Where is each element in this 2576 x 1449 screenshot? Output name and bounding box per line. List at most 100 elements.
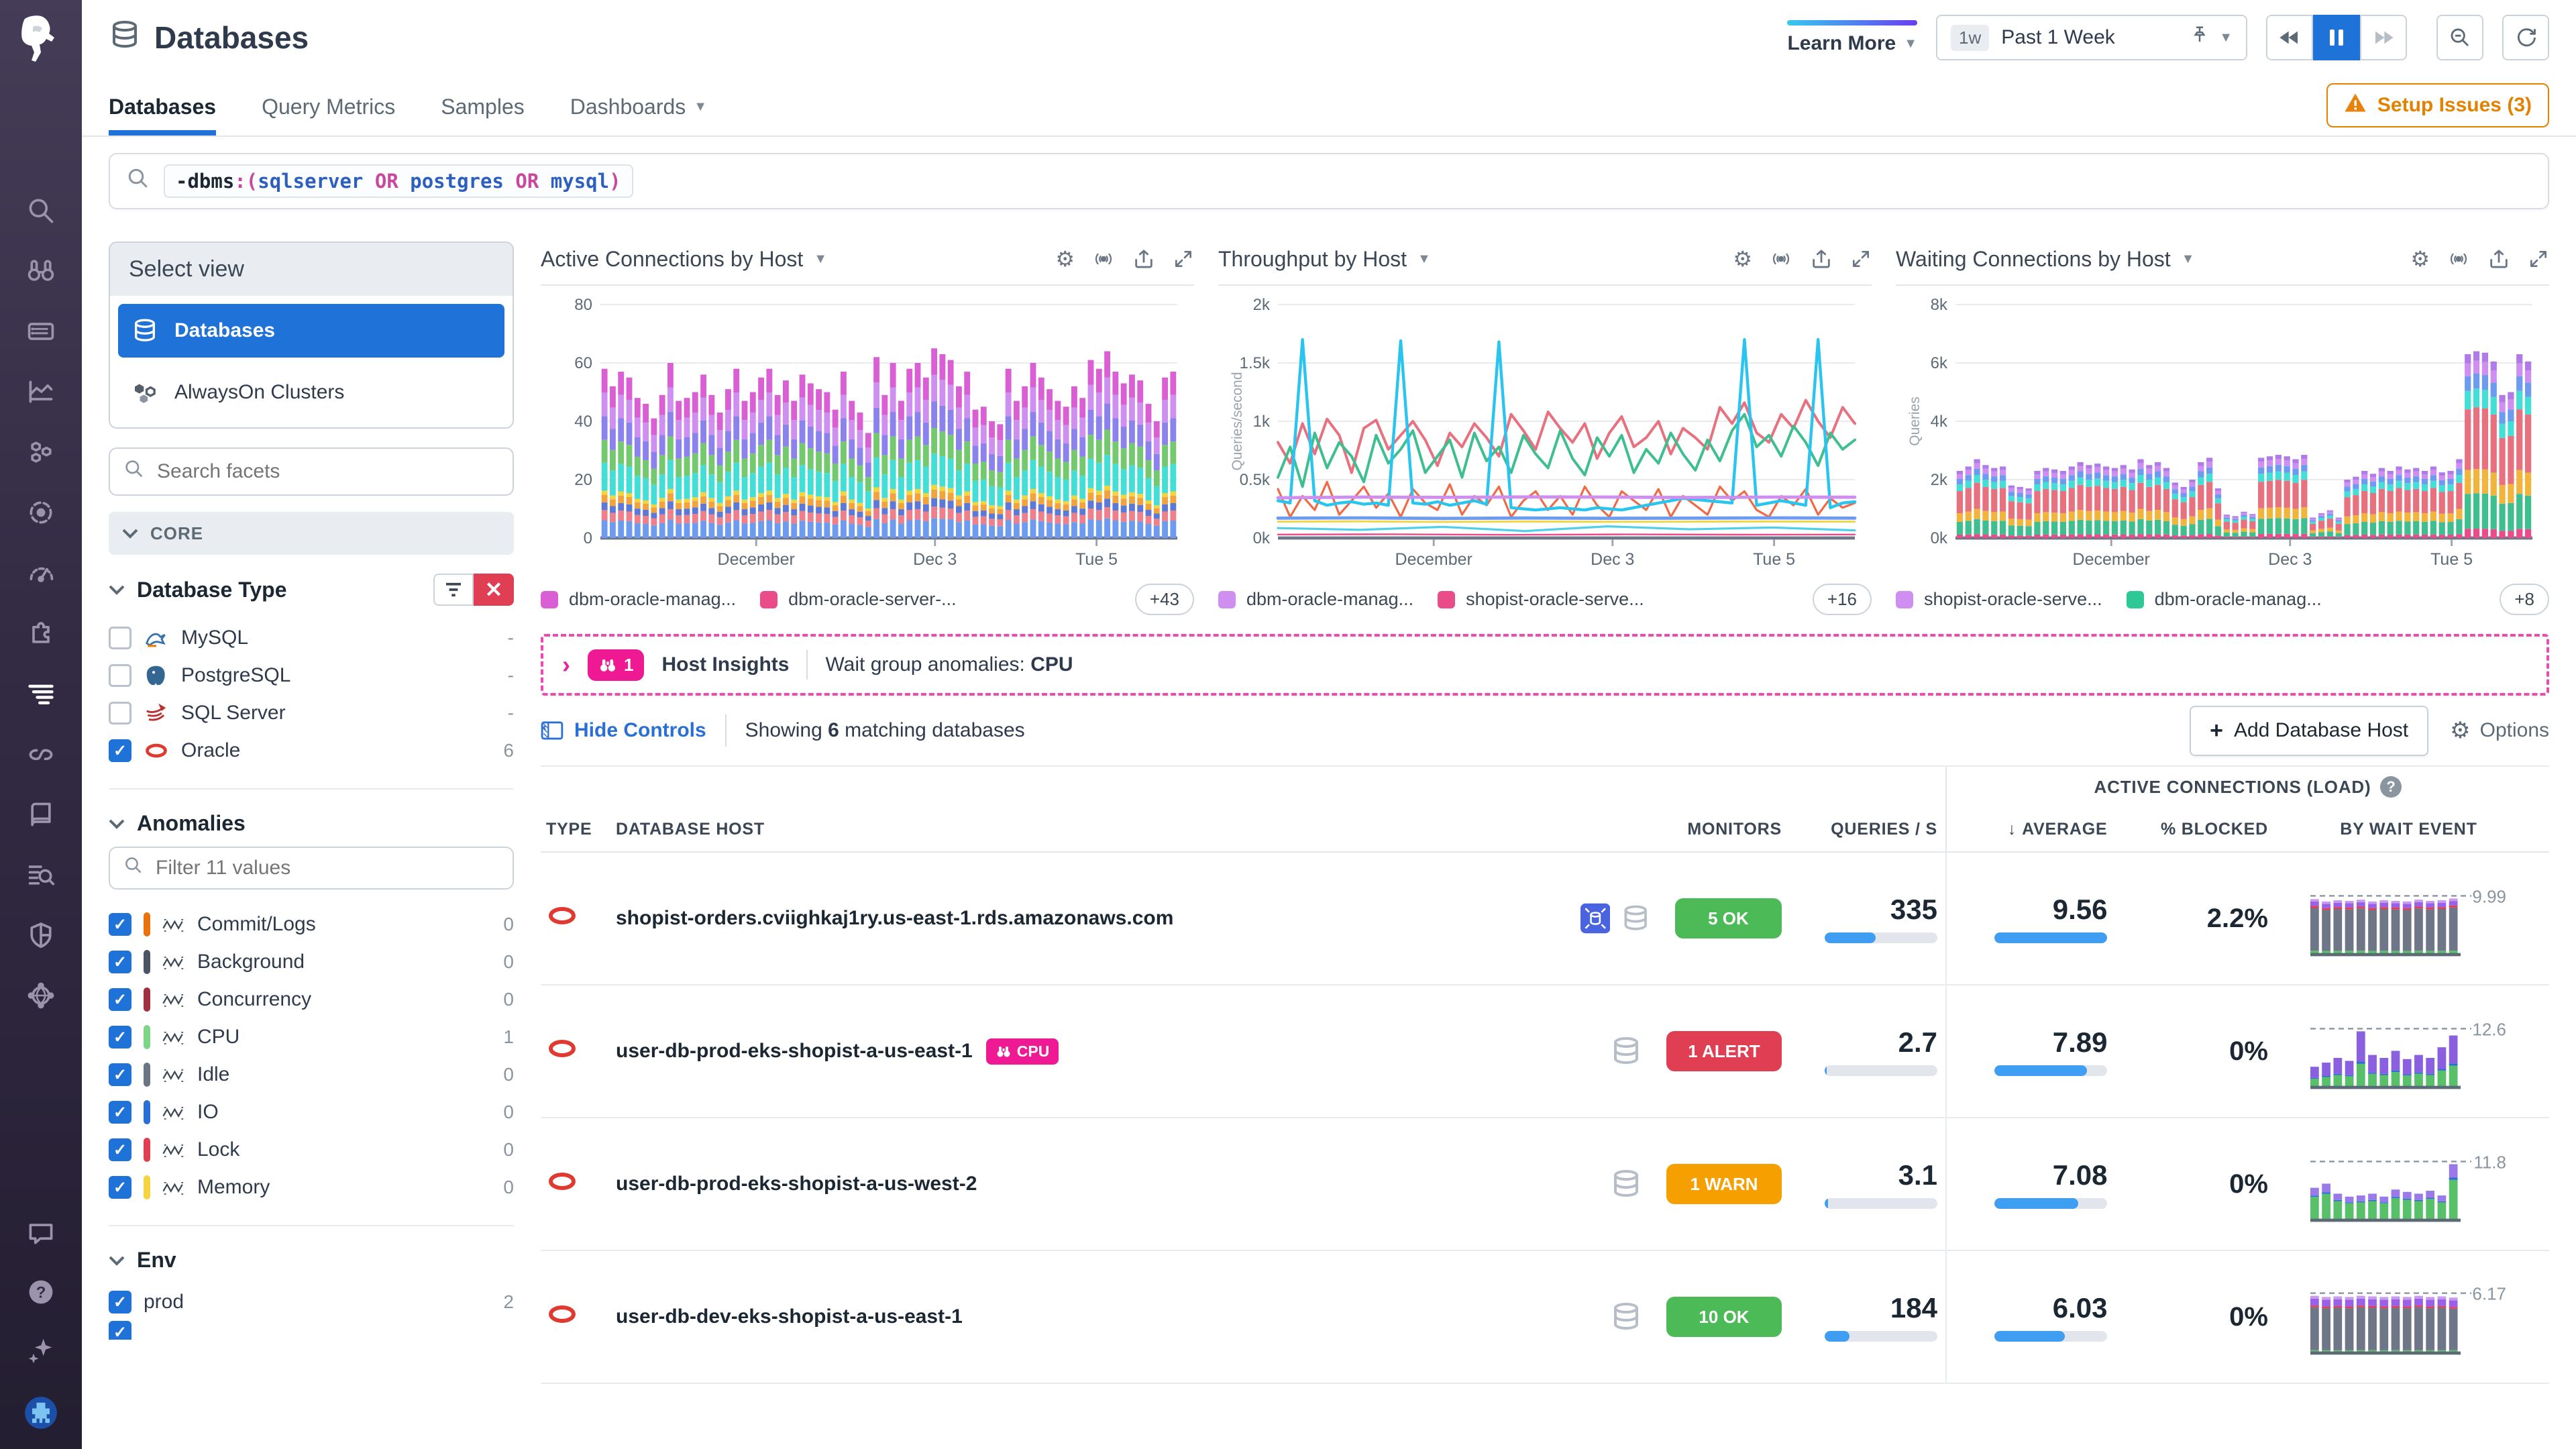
chevron-down-icon[interactable]: ▼ xyxy=(2181,251,2195,266)
checkbox[interactable]: ✓ xyxy=(109,951,131,973)
learn-more-menu[interactable]: Learn More ▼ xyxy=(1787,20,1917,55)
zoom-out-button[interactable] xyxy=(2436,15,2483,60)
database-type-facet-header[interactable]: Database Type ✕ xyxy=(109,574,514,606)
hide-controls-button[interactable]: Hide Controls xyxy=(541,719,706,742)
export-icon[interactable] xyxy=(1810,248,1833,270)
chart-title[interactable]: Active Connections by Host xyxy=(541,246,804,271)
setup-issues-button[interactable]: Setup Issues (3) xyxy=(2326,83,2549,127)
tab-query-metrics[interactable]: Query Metrics xyxy=(262,95,396,119)
tab-dashboards[interactable]: Dashboards ▼ xyxy=(570,95,708,119)
checkbox[interactable]: ✓ xyxy=(109,988,131,1011)
env-facet-header[interactable]: Env xyxy=(109,1248,514,1273)
checkbox[interactable]: ✓ xyxy=(109,1291,131,1313)
time-range-picker[interactable]: 1w Past 1 Week ▼ xyxy=(1936,15,2247,60)
pause-button[interactable] xyxy=(2313,15,2360,60)
database-host-link[interactable]: user-db-prod-eks-shopist-a-us-west-2 xyxy=(616,1173,977,1195)
col-by-wait-event[interactable]: BY WAIT EVENT xyxy=(2340,819,2477,839)
facet-search-input[interactable] xyxy=(109,447,514,496)
facet-option-partial[interactable]: ✓ xyxy=(109,1321,514,1340)
facet-option-prod[interactable]: ✓ prod 2 xyxy=(109,1283,514,1321)
gear-icon[interactable]: ⚙ xyxy=(2410,247,2430,271)
checkbox[interactable] xyxy=(109,664,131,687)
wait-event-sparkline[interactable]: 12.6 xyxy=(2268,1010,2549,1093)
database-host-link[interactable]: shopist-orders.cviighkaj1ry.us-east-1.rd… xyxy=(616,907,1174,929)
chevron-down-icon[interactable]: ▼ xyxy=(814,251,828,266)
col-database-host[interactable]: DATABASE HOST xyxy=(616,819,765,839)
export-icon[interactable] xyxy=(1132,248,1155,270)
facet-option-background[interactable]: ✓ Background 0 xyxy=(109,943,514,981)
checkbox[interactable]: ✓ xyxy=(109,1176,131,1199)
metrics-icon[interactable] xyxy=(26,377,56,407)
facet-option-commit-logs[interactable]: ✓ Commit/Logs 0 xyxy=(109,906,514,943)
facet-search-field[interactable] xyxy=(157,460,499,483)
log-explorer-icon[interactable] xyxy=(26,860,56,890)
anomalies-facet-header[interactable]: Anomalies xyxy=(109,811,514,836)
wait-event-sparkline[interactable]: 9.99 xyxy=(2268,877,2549,960)
checkbox[interactable]: ✓ xyxy=(109,1138,131,1161)
database-host-link[interactable]: user-db-prod-eks-shopist-a-us-east-1 CPU xyxy=(616,1038,1580,1065)
legend-item[interactable]: shopist-oracle-serve... xyxy=(1896,589,2102,610)
view-item-alwayson-clusters[interactable]: AlwaysOn Clusters xyxy=(118,366,504,419)
chevron-down-icon[interactable]: ▼ xyxy=(1417,251,1431,266)
checkbox[interactable] xyxy=(109,627,131,649)
expand-icon[interactable] xyxy=(1173,248,1194,270)
facet-option-sql-server[interactable]: SQL Server - xyxy=(109,694,514,732)
facet-option-mysql[interactable]: MySQL - xyxy=(109,619,514,657)
expand-chevron-icon[interactable]: › xyxy=(562,651,570,678)
databases-icon[interactable] xyxy=(26,679,56,708)
datadog-logo[interactable] xyxy=(14,11,68,64)
time-back-button[interactable] xyxy=(2266,15,2313,60)
tab-databases[interactable]: Databases xyxy=(109,95,217,136)
refresh-button[interactable] xyxy=(2502,15,2549,60)
view-item-databases[interactable]: Databases xyxy=(118,304,504,358)
facet-option-io[interactable]: ✓ IO 0 xyxy=(109,1093,514,1131)
radar-icon[interactable] xyxy=(1770,248,1792,270)
radar-icon[interactable] xyxy=(2447,248,2470,270)
chart-title[interactable]: Throughput by Host xyxy=(1218,246,1407,271)
cpu-anomaly-badge[interactable]: CPU xyxy=(985,1038,1059,1065)
ci-pipelines-icon[interactable] xyxy=(26,739,56,769)
host-insights-banner[interactable]: › 1 Host Insights Wait group anomalies: … xyxy=(541,634,2549,696)
expand-icon[interactable] xyxy=(2528,248,2549,270)
search-icon[interactable] xyxy=(26,196,56,225)
database-host-link[interactable]: user-db-dev-eks-shopist-a-us-east-1 xyxy=(616,1305,963,1328)
expand-icon[interactable] xyxy=(1850,248,1872,270)
legend-item[interactable]: shopist-oracle-serve... xyxy=(1438,589,1644,610)
monitor-status-badge[interactable]: 1 ALERT xyxy=(1666,1031,1782,1071)
gear-icon[interactable]: ⚙ xyxy=(1055,247,1075,271)
facet-option-lock[interactable]: ✓ Lock 0 xyxy=(109,1131,514,1169)
legend-item[interactable]: dbm-oracle-manag... xyxy=(1218,589,1413,610)
options-button[interactable]: ⚙ Options xyxy=(2450,718,2549,743)
anomalies-filter-field[interactable] xyxy=(156,857,499,879)
time-forward-button[interactable] xyxy=(2360,15,2407,60)
legend-item[interactable]: dbm-oracle-manag... xyxy=(541,589,736,610)
col-average[interactable]: ↓ AVERAGE xyxy=(2007,819,2108,839)
search-input[interactable]: -dbms:(sqlserver OR postgres OR mysql) xyxy=(109,153,2549,209)
pin-icon[interactable] xyxy=(2190,25,2210,50)
notebooks-icon[interactable] xyxy=(26,800,56,829)
search-query-chip[interactable]: -dbms:(sqlserver OR postgres OR mysql) xyxy=(164,164,633,198)
sparkles-icon[interactable] xyxy=(26,1336,56,1366)
chart-plot[interactable]: 0k 2k 4k 6k 8k December Dec 3 Tue 5 Queries xyxy=(1896,291,2549,578)
facet-option-memory[interactable]: ✓ Memory 0 xyxy=(109,1169,514,1206)
legend-more-chip[interactable]: +8 xyxy=(2500,584,2549,615)
legend-item[interactable]: dbm-oracle-manag... xyxy=(2126,589,2322,610)
col-type[interactable]: TYPE xyxy=(546,819,592,839)
facet-option-cpu[interactable]: ✓ CPU 1 xyxy=(109,1018,514,1056)
services-icon[interactable] xyxy=(26,437,56,467)
facet-filter-button[interactable] xyxy=(433,574,474,606)
facet-option-postgresql[interactable]: PostgreSQL - xyxy=(109,657,514,694)
dashboards-gauge-icon[interactable] xyxy=(26,558,56,588)
help-icon[interactable]: ? xyxy=(26,1277,56,1307)
monitor-status-badge[interactable]: 10 OK xyxy=(1666,1297,1782,1337)
checkbox[interactable]: ✓ xyxy=(109,913,131,936)
checkbox[interactable]: ✓ xyxy=(109,1063,131,1086)
help-icon[interactable]: ? xyxy=(2380,776,2402,798)
gear-icon[interactable]: ⚙ xyxy=(1733,247,1752,271)
tab-samples[interactable]: Samples xyxy=(441,95,525,119)
radar-icon[interactable] xyxy=(1092,248,1115,270)
col-percent-blocked[interactable]: % BLOCKED xyxy=(2160,819,2268,839)
avatar-icon[interactable] xyxy=(23,1395,58,1430)
wait-event-sparkline[interactable]: 11.8 xyxy=(2268,1142,2549,1226)
checkbox[interactable]: ✓ xyxy=(109,1101,131,1124)
